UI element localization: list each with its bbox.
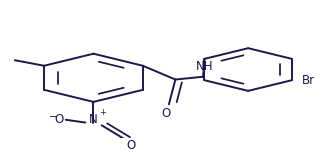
Text: O: O [55,113,64,126]
Text: N: N [89,113,98,126]
Text: +: + [99,108,106,117]
Text: −: − [49,112,58,122]
Text: NH: NH [196,60,214,73]
Text: O: O [161,107,170,120]
Text: Br: Br [301,74,315,87]
Text: O: O [126,139,136,152]
